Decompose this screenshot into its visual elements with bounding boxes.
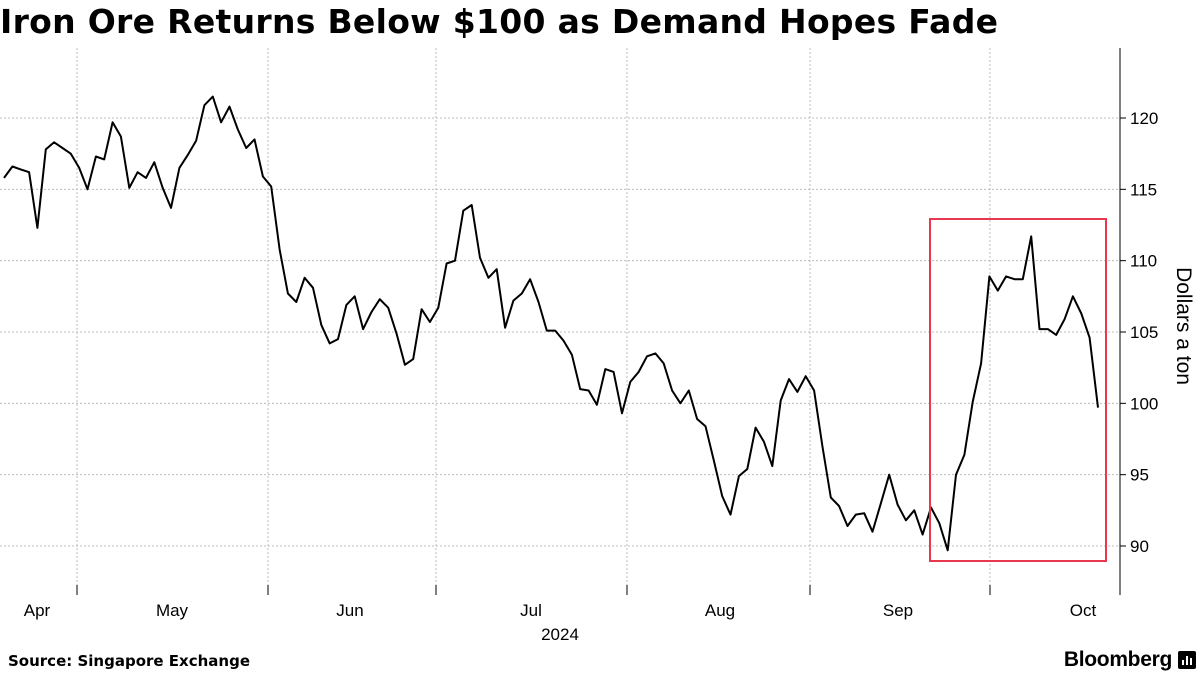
y-tick-label: 120 (1130, 109, 1158, 128)
y-axis-title: Dollars a ton (1172, 267, 1195, 385)
x-tick-label: Apr (24, 601, 51, 620)
y-tick-label: 90 (1130, 537, 1149, 556)
y-tick-label: 105 (1130, 323, 1158, 342)
x-axis-year-label: 2024 (541, 625, 579, 644)
label-layer: 90 95 100 105 110 115 120 Apr May Jun Jul Aug Sep Oct… (24, 109, 1195, 644)
y-tick-label: 115 (1130, 180, 1157, 199)
highlight-box (929, 218, 1107, 562)
axis-layer (76, 48, 1126, 595)
bloomberg-terminal-icon (1178, 651, 1196, 669)
y-tick-label: 100 (1130, 394, 1158, 413)
highlight-layer (929, 218, 1107, 562)
line-layer (3, 95, 1099, 552)
grid-layer (0, 48, 1120, 595)
brand-logo: Bloomberg (1064, 648, 1196, 672)
x-tick-label: Jul (520, 601, 542, 620)
series-line-iron-ore (3, 95, 1099, 552)
brand-name: Bloomberg (1063, 648, 1172, 671)
x-tick-label: Aug (705, 601, 735, 620)
x-tick-label: Sep (883, 601, 913, 620)
x-tick-label: May (156, 601, 189, 620)
x-tick-label: Jun (336, 601, 363, 620)
y-tick-label: 95 (1130, 466, 1149, 485)
x-tick-label: Oct (1070, 601, 1097, 620)
y-tick-label: 110 (1130, 252, 1157, 271)
source-note: Source: Singapore Exchange (8, 652, 250, 670)
chart-title: Iron Ore Returns Below $100 as Demand Ho… (0, 2, 999, 41)
